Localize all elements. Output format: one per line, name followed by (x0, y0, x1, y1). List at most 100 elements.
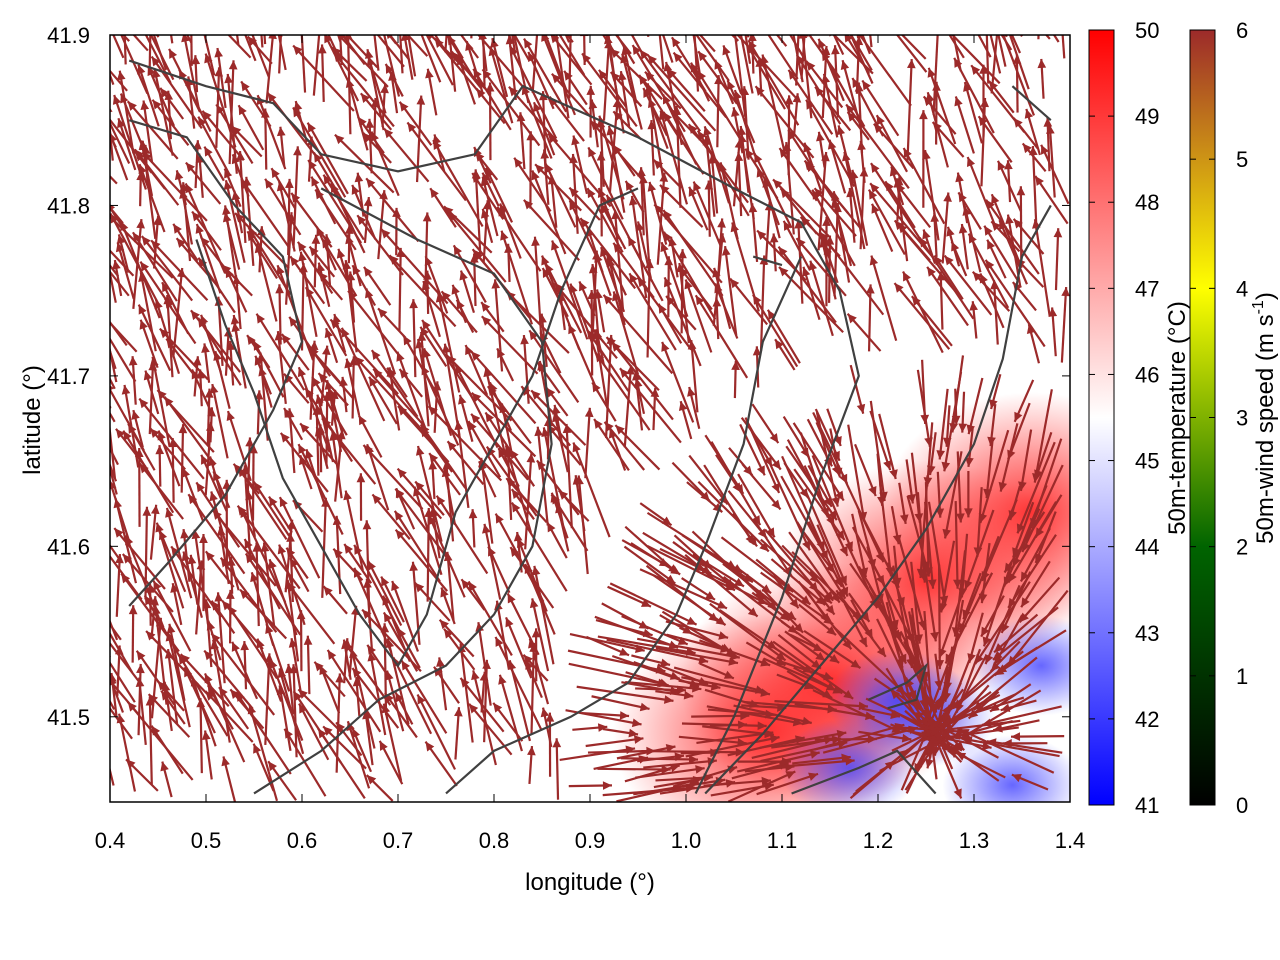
wind-arrow (633, 377, 646, 415)
wind-arrow (312, 405, 322, 476)
wind-arrow (644, 71, 682, 110)
wind-arrow (419, 426, 453, 473)
wind-arrow (245, 437, 254, 495)
wind-arrow (990, 35, 999, 94)
wind-arrow (562, 423, 573, 529)
wind-arrow (774, 338, 796, 371)
wind-arrow (789, 35, 810, 66)
wind-arrow (794, 219, 804, 304)
contour-line (253, 187, 553, 795)
wind-arrow (351, 727, 373, 773)
wind-arrow (572, 442, 611, 538)
wind-arrow (384, 63, 404, 97)
wind-arrow (653, 203, 723, 284)
wind-arrow (222, 212, 241, 270)
wind-arrow (398, 368, 423, 398)
wind-arrow (926, 432, 937, 476)
wind-arrow (195, 481, 241, 548)
colorbar-tick-label: 0 (1236, 793, 1248, 818)
wind-arrow (110, 618, 119, 641)
wind-arrow (777, 246, 837, 324)
wind-arrow (998, 423, 1019, 492)
wind-arrow (110, 554, 143, 601)
wind-arrow (902, 147, 946, 225)
wind-arrow (681, 534, 754, 584)
y-axis-label: latitude (°) (19, 365, 46, 475)
wind-arrow (110, 249, 135, 277)
wind-arrow (782, 220, 812, 271)
wind-arrow (365, 118, 375, 174)
wind-arrow (110, 766, 115, 786)
wind-arrow (112, 94, 147, 190)
temperature-colorbar: 41 42 43 44 45 46 47 48 49 50 50m-temperature (°C… (1088, 18, 1191, 818)
wind-arrow (738, 133, 755, 220)
wind-arrow (795, 35, 800, 86)
wind-arrow (866, 284, 875, 352)
wind-arrow (661, 341, 695, 423)
wind-arrow (597, 187, 620, 240)
wind-arrow (822, 216, 831, 307)
wind-arrow (775, 35, 788, 47)
wind-arrow (849, 562, 898, 632)
wind-arrow (1037, 35, 1040, 40)
wind-arrow (329, 431, 343, 499)
wind-arrow (505, 477, 548, 524)
wind-arrow (732, 138, 744, 207)
wind-arrow (380, 576, 405, 623)
wind-arrow (1060, 286, 1070, 363)
wind-arrow (647, 181, 668, 245)
wind-arrow (749, 35, 754, 38)
wind-arrow (407, 35, 417, 77)
wind-arrow (816, 131, 826, 168)
wind-arrow (1000, 699, 1037, 713)
wind-arrow (943, 254, 993, 316)
wind-arrow (398, 101, 433, 146)
wind-arrow (978, 429, 1010, 524)
wind-arrow (510, 501, 568, 592)
wind-arrow (1040, 144, 1070, 205)
wind-arrow (110, 215, 174, 279)
wind-arrow (845, 103, 910, 189)
wind-arrow (1002, 739, 1048, 748)
wind-arrow (423, 270, 432, 314)
wind-arrow (197, 317, 242, 386)
wind-arrow (559, 745, 636, 762)
wind-arrow (658, 35, 665, 70)
wind-arrow (474, 151, 499, 181)
wind-arrow (110, 118, 153, 174)
wind-arrow (365, 177, 420, 243)
wind-arrow (792, 93, 802, 136)
wind-arrow (240, 178, 291, 249)
wind-arrow (240, 641, 250, 690)
wind-arrow (740, 417, 782, 471)
wind-arrow (393, 510, 441, 583)
wind-arrow (249, 444, 258, 521)
wind-arrow (586, 85, 596, 138)
wind-arrow (1028, 146, 1038, 235)
wind-arrow (921, 673, 933, 720)
wind-arrow (734, 151, 744, 217)
wind-arrow (351, 667, 400, 729)
wind-arrow (345, 234, 362, 287)
wind-arrow (368, 376, 398, 425)
wind-arrow (734, 35, 747, 117)
wind-arrow (849, 35, 873, 71)
wind-arrow (447, 211, 507, 283)
wind-arrow (436, 657, 448, 711)
wind-arrow (620, 755, 699, 764)
x-tick-label: 1.2 (863, 828, 894, 853)
wind-arrow (140, 235, 194, 302)
wind-arrow (116, 713, 137, 792)
wind-arrow (699, 662, 735, 680)
wind-arrow (110, 345, 118, 383)
wind-arrow (428, 452, 461, 496)
wind-arrow (628, 272, 677, 351)
wind-arrow (380, 83, 389, 127)
wind-arrow (788, 531, 841, 604)
wind-arrow (996, 629, 1067, 674)
wind-arrow (792, 35, 804, 83)
wind-arrow (110, 446, 119, 466)
wind-arrow (1012, 117, 1039, 150)
wind-arrow (330, 182, 366, 254)
wind-arrow (569, 153, 579, 234)
